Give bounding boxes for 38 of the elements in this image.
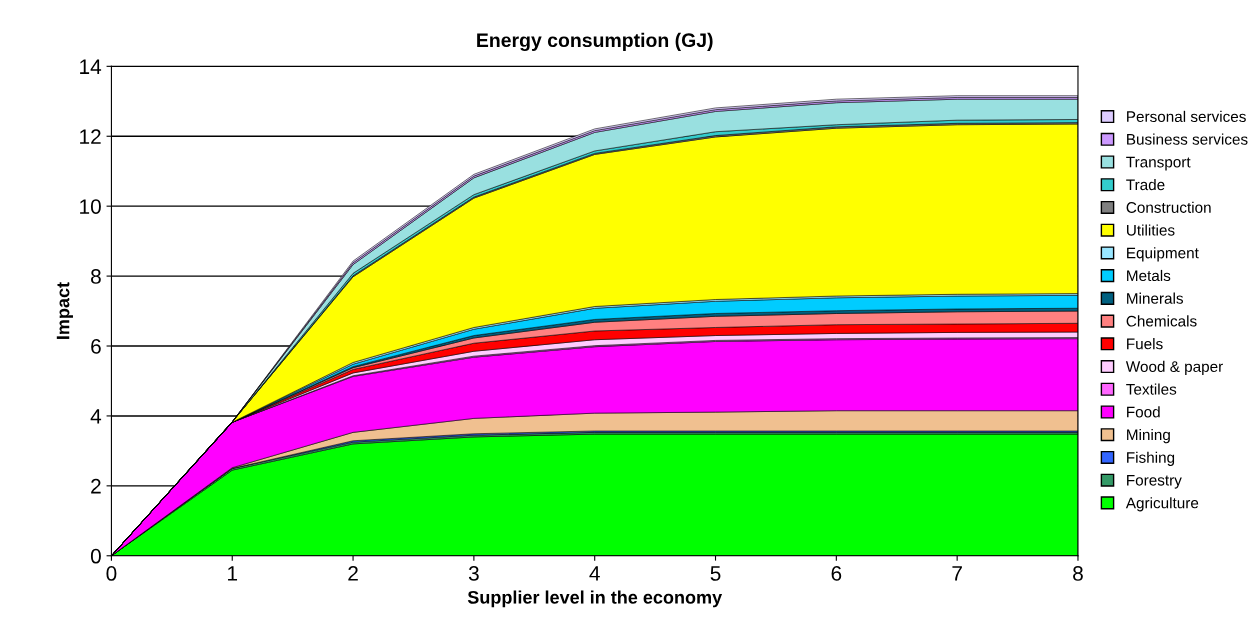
y-tick-label: 0 (90, 548, 101, 564)
y-axis-title: Impact (56, 282, 73, 339)
x-tick-label: 4 (589, 566, 600, 581)
legend-label: Personal services (1127, 110, 1246, 123)
x-tick-label: 6 (831, 566, 842, 581)
legend-label: Mining (1127, 428, 1170, 444)
legend-label: Wood & paper (1125, 360, 1223, 376)
y-tick-label: 10 (80, 199, 101, 214)
legend-label: Forestry (1127, 474, 1182, 489)
y-tick-label: 8 (91, 269, 101, 284)
x-axis-title: Supplier level in the economy (467, 590, 723, 608)
legend-label: Metals (1127, 269, 1171, 282)
x-tick-label: 1 (228, 566, 238, 581)
legend-label: Minerals (1127, 292, 1184, 304)
x-tick-label: 3 (468, 566, 479, 581)
y-tick-label: 4 (90, 409, 102, 424)
legend-label: Chemicals (1126, 315, 1197, 327)
legend-label: Textiles (1126, 383, 1177, 395)
legend-label: Fuels (1127, 338, 1163, 350)
x-tick-label: 8 (1073, 566, 1083, 581)
y-tick-label: 12 (80, 129, 101, 144)
legend-label: Construction (1126, 201, 1211, 213)
legend-label: Transport (1126, 156, 1191, 171)
x-tick-label: 0 (106, 566, 117, 581)
x-tick-label: 2 (348, 566, 358, 581)
y-tick-label: 14 (80, 59, 102, 74)
x-tick-label: 5 (710, 566, 721, 581)
legend-label: Business services (1127, 133, 1248, 145)
legend-label: Fishing (1127, 451, 1175, 466)
legend-label: Agriculture (1125, 497, 1199, 512)
chart-title: Energy consumption (GJ) (477, 32, 713, 52)
y-tick-label: 6 (91, 339, 101, 354)
y-tick-label: 2 (91, 478, 101, 494)
legend-label: Utilities (1127, 224, 1175, 236)
x-tick-label: 7 (952, 566, 962, 581)
legend-label: Trade (1126, 178, 1165, 191)
legend-label: Equipment (1127, 247, 1199, 262)
legend-label: Food (1127, 406, 1160, 418)
